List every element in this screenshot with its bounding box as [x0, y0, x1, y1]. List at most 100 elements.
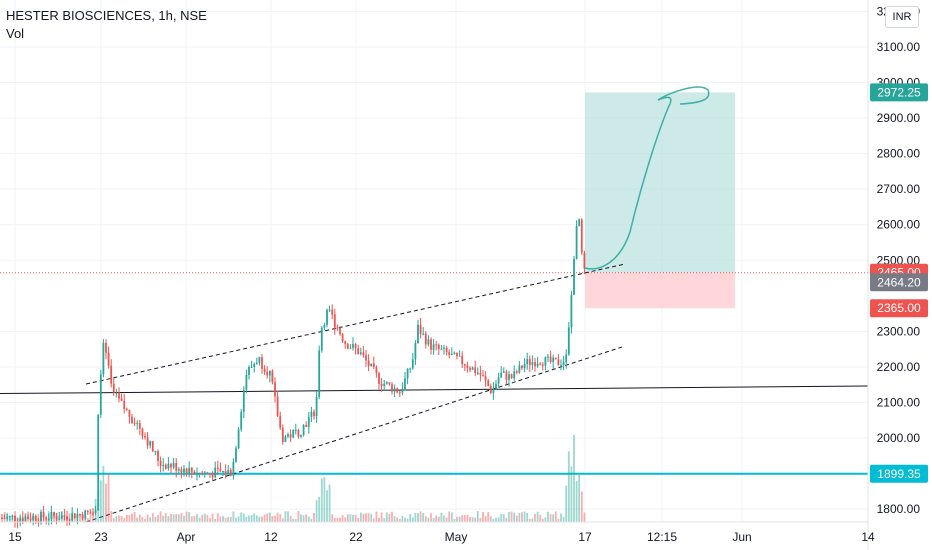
candle-157	[409, 368, 412, 370]
candle-94	[245, 374, 248, 390]
candle-52	[136, 422, 139, 424]
candle-171	[445, 347, 448, 353]
candle-208	[541, 364, 544, 366]
candle-133	[346, 343, 349, 349]
candle-27	[71, 513, 74, 521]
price-tag-label: 1899.35	[877, 467, 921, 481]
volume-bar-108	[281, 518, 284, 522]
candle-149	[388, 382, 391, 385]
volume-bar-142	[370, 513, 373, 522]
volume-bar-8	[21, 517, 24, 522]
volume-bar-136	[354, 514, 357, 522]
volume-bar-206	[536, 511, 539, 522]
volume-bar-70	[183, 515, 185, 522]
candle-23	[60, 515, 63, 519]
candle-192	[500, 372, 503, 378]
candle-126	[328, 309, 331, 311]
candle-51	[133, 422, 136, 424]
candle-198	[515, 371, 518, 373]
volume-bar-171	[445, 517, 448, 522]
y-tick-label: 2600.00	[877, 218, 921, 232]
chart-title: HESTER BIOSCIENCES, 1h, NSE	[6, 8, 207, 23]
candle-127	[331, 309, 334, 315]
candle-59	[154, 450, 157, 452]
candle-142	[370, 363, 373, 367]
volume-bar-150	[391, 511, 393, 522]
y-tick-label: 2700.00	[877, 182, 921, 196]
volume-bar-196	[510, 511, 513, 522]
volume-bar-139	[362, 513, 365, 522]
volume-bar-83	[216, 512, 219, 522]
volume-bar-72	[188, 512, 191, 522]
volume-bar-141	[367, 513, 370, 522]
volume-bar-82	[214, 518, 217, 522]
candle-54	[141, 428, 144, 437]
candle-69	[180, 469, 183, 473]
volume-bar-119	[310, 518, 313, 522]
candle-167	[435, 344, 438, 346]
volume-bar-91	[237, 516, 240, 522]
volume-bar-191	[497, 517, 500, 522]
volume-bar-84	[219, 516, 222, 522]
candle-11	[29, 518, 32, 520]
candle-129	[336, 327, 339, 329]
currency-button[interactable]: INR	[885, 6, 919, 28]
candle-40	[105, 342, 107, 353]
candle-202	[526, 359, 529, 365]
candle-205	[534, 362, 536, 367]
volume-bar-4	[11, 515, 14, 522]
candle-38	[99, 374, 102, 415]
candle-193	[502, 371, 505, 373]
x-tick-label: 12:15	[647, 530, 677, 544]
volume-bar-166	[432, 517, 435, 522]
x-tick-label: 23	[94, 530, 108, 544]
volume-bar-73	[190, 516, 193, 522]
candle-138	[359, 352, 362, 355]
candle-132	[344, 341, 347, 344]
candle-0	[1, 517, 3, 519]
y-tick-label: 2800.00	[877, 147, 921, 161]
volume-bar-6	[16, 517, 19, 522]
x-tick-label: Apr	[177, 530, 196, 544]
resistance-line	[0, 385, 869, 395]
volume-bar-95	[248, 515, 250, 522]
volume-bar-121	[315, 500, 318, 522]
candle-115	[300, 434, 302, 437]
volume-bar-165	[430, 513, 432, 522]
volume-bar-117	[305, 514, 308, 522]
volume-bar-127	[331, 514, 334, 522]
candle-163	[424, 333, 427, 345]
candle-161	[419, 324, 422, 335]
price-tag-support	[870, 464, 928, 483]
volume-bar-218	[567, 451, 570, 522]
candle-21	[55, 515, 58, 520]
candle-125	[326, 309, 328, 325]
volume-bar-13	[34, 518, 37, 522]
candle-164	[427, 339, 430, 345]
candle-159	[414, 343, 417, 360]
volume-bar-162	[422, 512, 425, 522]
volume-indicator-label[interactable]: Vol	[6, 26, 25, 41]
volume-bar-220	[573, 435, 575, 522]
candle-139	[362, 352, 365, 356]
volume-bar-32	[84, 518, 87, 522]
candle-8	[21, 518, 24, 521]
volume-bar-103	[268, 512, 271, 522]
candle-91	[237, 429, 240, 449]
volume-bar-205	[534, 513, 536, 522]
candle-81	[211, 473, 214, 478]
candle-77	[201, 473, 204, 475]
price-tag-label: 2365.00	[877, 301, 921, 315]
candle-152	[396, 388, 399, 393]
volume-bar-143	[372, 518, 375, 522]
volume-bar-60	[157, 515, 159, 522]
candle-151	[393, 388, 396, 392]
candle-44	[115, 392, 118, 394]
candle-212	[552, 357, 555, 362]
volume-bar-123	[320, 478, 323, 522]
candle-116	[302, 424, 305, 435]
candle-66	[172, 463, 175, 468]
candle-179	[466, 365, 469, 368]
candle-128	[333, 314, 336, 328]
